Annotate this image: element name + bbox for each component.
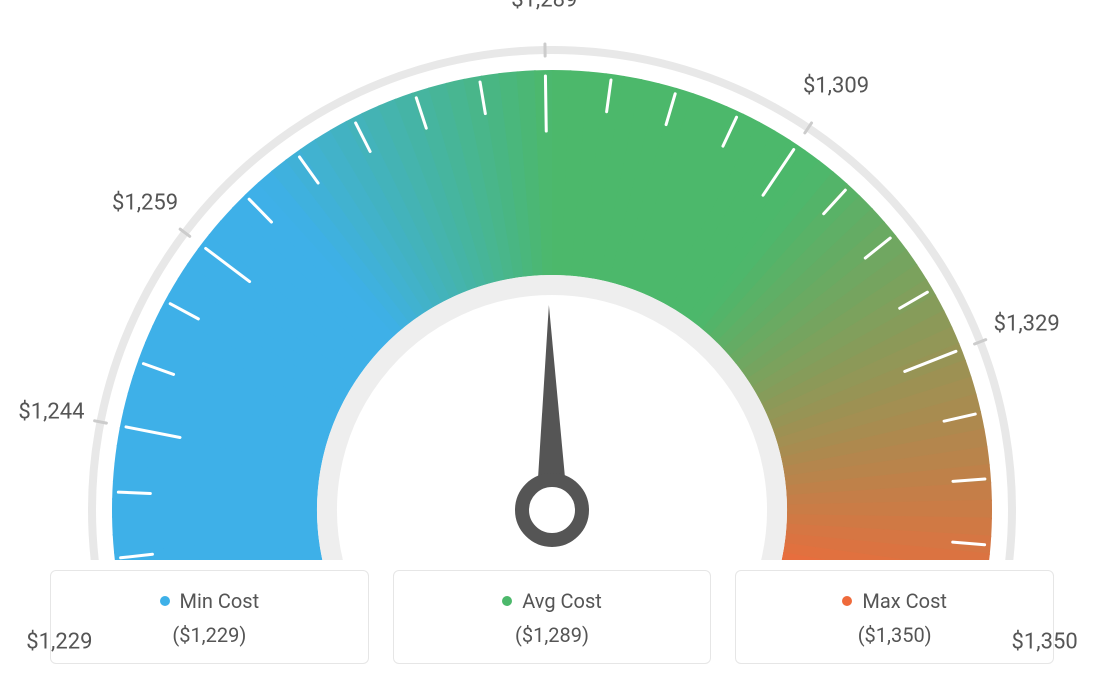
gauge-svg bbox=[20, 20, 1084, 560]
legend-title-min: Min Cost bbox=[160, 589, 260, 613]
legend-value-max: ($1,350) bbox=[746, 623, 1043, 647]
legend-value-min: ($1,229) bbox=[61, 623, 358, 647]
gauge-tick-label: $1,350 bbox=[1012, 629, 1078, 654]
gauge-tick-label: $1,259 bbox=[112, 190, 178, 215]
gauge-tick-label: $1,329 bbox=[994, 311, 1060, 336]
gauge-tick-label: $1,289 bbox=[511, 0, 577, 13]
legend-dot-max bbox=[842, 596, 852, 606]
gauge-chart: $1,229$1,244$1,259$1,289$1,309$1,329$1,3… bbox=[20, 20, 1084, 560]
legend-title-max: Max Cost bbox=[842, 589, 947, 613]
legend-card-max: Max Cost ($1,350) bbox=[735, 570, 1054, 664]
legend-title-label: Max Cost bbox=[862, 589, 947, 613]
legend-title-label: Min Cost bbox=[180, 589, 260, 613]
legend-dot-min bbox=[160, 596, 170, 606]
legend-value-avg: ($1,289) bbox=[404, 623, 701, 647]
legend-row: Min Cost ($1,229) Avg Cost ($1,289) Max … bbox=[20, 570, 1084, 664]
legend-card-avg: Avg Cost ($1,289) bbox=[393, 570, 712, 664]
legend-dot-avg bbox=[502, 596, 512, 606]
gauge-tick-label: $1,309 bbox=[803, 74, 869, 99]
gauge-tick-label: $1,229 bbox=[26, 629, 92, 654]
gauge-tick-label: $1,244 bbox=[18, 400, 84, 425]
legend-title-label: Avg Cost bbox=[522, 589, 602, 613]
legend-title-avg: Avg Cost bbox=[502, 589, 602, 613]
cost-gauge-widget: $1,229$1,244$1,259$1,289$1,309$1,329$1,3… bbox=[20, 20, 1084, 664]
legend-card-min: Min Cost ($1,229) bbox=[50, 570, 369, 664]
